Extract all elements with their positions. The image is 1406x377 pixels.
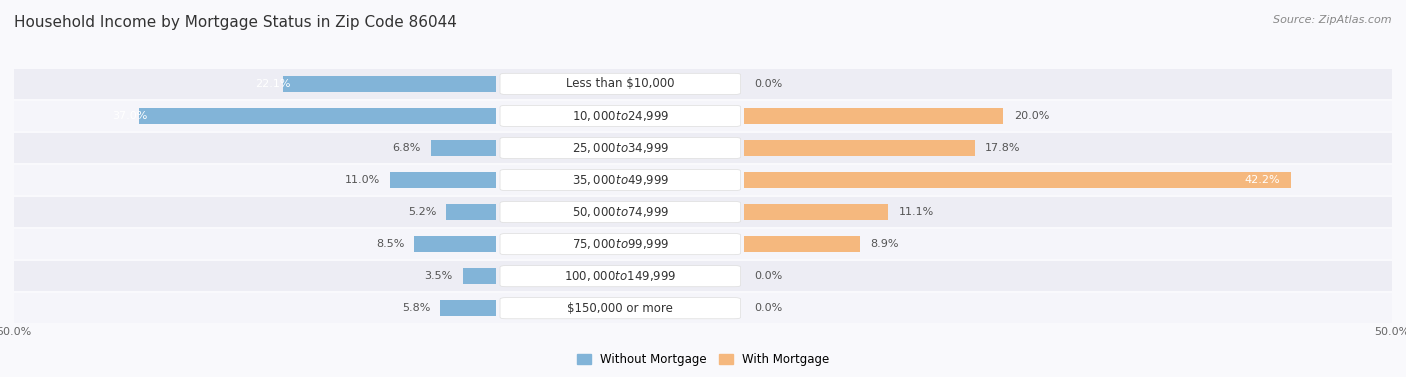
Legend: Without Mortgage, With Mortgage: Without Mortgage, With Mortgage [572,349,834,371]
FancyBboxPatch shape [501,137,741,159]
Text: 11.0%: 11.0% [346,175,381,185]
Text: 3.5%: 3.5% [425,271,453,281]
Text: 0.0%: 0.0% [755,271,783,281]
Bar [744,69,1392,99]
Text: 11.1%: 11.1% [898,207,934,217]
Bar [496,101,744,131]
Bar [744,108,1004,124]
FancyBboxPatch shape [501,233,741,255]
Text: 5.2%: 5.2% [408,207,436,217]
Text: 6.8%: 6.8% [392,143,420,153]
Bar [446,204,496,220]
Bar [496,69,744,99]
Bar [744,172,1291,188]
Bar [744,165,1392,195]
Text: 8.5%: 8.5% [377,239,405,249]
Bar [14,101,496,131]
Text: 5.8%: 5.8% [402,303,430,313]
Bar [391,172,496,188]
Bar [14,197,496,227]
Bar [14,261,496,291]
Bar [496,293,744,323]
Bar [14,165,496,195]
Text: Less than $10,000: Less than $10,000 [567,77,675,90]
Bar [744,101,1392,131]
FancyBboxPatch shape [501,201,741,223]
Text: $35,000 to $49,999: $35,000 to $49,999 [572,173,669,187]
Bar [14,293,496,323]
Bar [744,236,859,252]
Bar [744,133,1392,163]
Text: 17.8%: 17.8% [986,143,1021,153]
Bar [283,76,496,92]
Text: 0.0%: 0.0% [755,303,783,313]
FancyBboxPatch shape [501,297,741,319]
Text: Source: ZipAtlas.com: Source: ZipAtlas.com [1274,15,1392,25]
Bar [440,300,496,316]
Bar [496,133,744,163]
FancyBboxPatch shape [501,105,741,127]
FancyBboxPatch shape [501,73,741,95]
Text: 8.9%: 8.9% [870,239,898,249]
Bar [463,268,496,284]
Text: $150,000 or more: $150,000 or more [568,302,673,315]
Text: $100,000 to $149,999: $100,000 to $149,999 [564,269,676,283]
Bar [744,204,889,220]
Text: 20.0%: 20.0% [1014,111,1049,121]
Bar [744,261,1392,291]
Bar [14,133,496,163]
Bar [496,261,744,291]
Text: 0.0%: 0.0% [755,79,783,89]
Bar [415,236,496,252]
Text: 42.2%: 42.2% [1244,175,1281,185]
Bar [14,69,496,99]
Bar [430,140,496,156]
Text: $50,000 to $74,999: $50,000 to $74,999 [572,205,669,219]
Text: 22.1%: 22.1% [256,79,291,89]
Text: 37.0%: 37.0% [112,111,148,121]
Text: $75,000 to $99,999: $75,000 to $99,999 [572,237,669,251]
Text: $10,000 to $24,999: $10,000 to $24,999 [572,109,669,123]
Bar [744,229,1392,259]
Bar [496,165,744,195]
FancyBboxPatch shape [501,265,741,287]
Bar [744,140,974,156]
Text: $25,000 to $34,999: $25,000 to $34,999 [572,141,669,155]
Bar [744,293,1392,323]
Bar [139,108,496,124]
Bar [744,197,1392,227]
FancyBboxPatch shape [501,169,741,191]
Text: Household Income by Mortgage Status in Zip Code 86044: Household Income by Mortgage Status in Z… [14,15,457,30]
Bar [496,229,744,259]
Bar [496,197,744,227]
Bar [14,229,496,259]
